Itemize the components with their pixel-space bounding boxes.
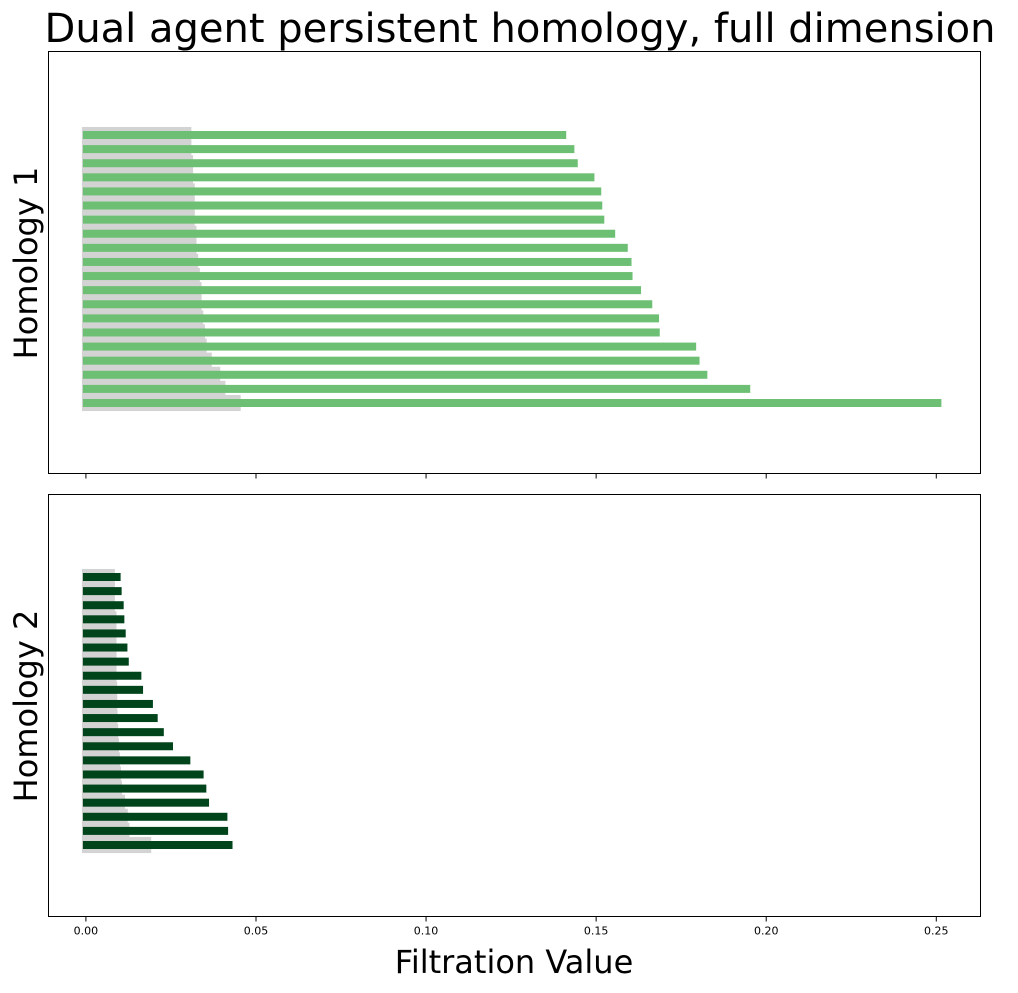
homology-2-bar (82, 587, 122, 596)
homology-1-axes-frame (48, 51, 981, 474)
homology-2-bar (82, 784, 207, 793)
homology-2-x-tick-label: 0.15 (584, 925, 609, 938)
homology-1-panel: Homology 1 (7, 51, 981, 479)
homology-2-x-tick-label: 0.10 (414, 925, 439, 938)
homology-2-x-ticks: 0.00 0.05 0.10 0.15 0.20 0.25 (74, 916, 949, 938)
homology-2-x-tick-label: 0.05 (244, 925, 269, 938)
homology-1-bar (82, 145, 575, 154)
homology-1-bar (82, 173, 595, 182)
chart-title: Dual agent persistent homology, full dim… (45, 6, 996, 52)
homology-1-bar (82, 356, 700, 365)
homology-1-x-ticks (85, 473, 937, 479)
homology-2-x-tick-label: 0.20 (754, 925, 779, 938)
homology-2-bar (82, 671, 142, 680)
homology-2-bar (82, 798, 210, 807)
homology-1-bar (82, 131, 567, 139)
homology-2-bar (82, 615, 125, 624)
homology-2-bar (82, 841, 233, 849)
homology-2-bar (82, 573, 121, 581)
homology-2-bar-layer (82, 573, 233, 849)
homology-1-bar (82, 399, 942, 407)
homology-2-x-tick-label: 0.00 (74, 925, 99, 938)
homology-2-bar (82, 742, 173, 751)
homology-1-bar (82, 201, 603, 210)
homology-1-bar (82, 243, 628, 252)
homology-1-bar (82, 187, 602, 196)
homology-2-bar (82, 643, 128, 652)
x-axis-label: Filtration Value (395, 943, 634, 981)
homology-1-bar (82, 314, 660, 323)
homology-1-bar (82, 229, 616, 238)
homology-1-bar (82, 257, 632, 266)
homology-1-bar (82, 272, 633, 281)
homology-2-bar (82, 714, 158, 723)
homology-1-axis-label: Homology 1 (7, 167, 45, 360)
homology-1-bar (82, 328, 660, 337)
homology-2-axis-label: Homology 2 (7, 610, 45, 803)
homology-2-bar (82, 770, 204, 779)
homology-1-bar (82, 342, 697, 351)
homology-1-bar (82, 286, 642, 295)
homology-2-bar (82, 657, 129, 666)
homology-1-bar (82, 159, 578, 168)
homology-2-x-tick-label: 0.25 (924, 925, 949, 938)
homology-1-bar (82, 370, 708, 379)
homology-1-bar (82, 215, 605, 224)
homology-2-bar (82, 699, 153, 708)
homology-2-bar (82, 601, 124, 610)
homology-2-bar (82, 685, 144, 694)
homology-2-panel: Homology 2 0.00 0.05 0.10 0.15 0.20 0.25 (7, 494, 981, 938)
homology-2-bar (82, 812, 228, 821)
homology-2-axes-frame (48, 494, 981, 917)
homology-2-bar (82, 826, 229, 835)
homology-2-bar (82, 629, 126, 638)
homology-1-bar (82, 384, 751, 393)
homology-2-bar (82, 756, 191, 765)
homology-1-bar (82, 300, 653, 309)
homology-2-bar (82, 728, 164, 737)
homology-1-bar-layer (82, 131, 942, 407)
